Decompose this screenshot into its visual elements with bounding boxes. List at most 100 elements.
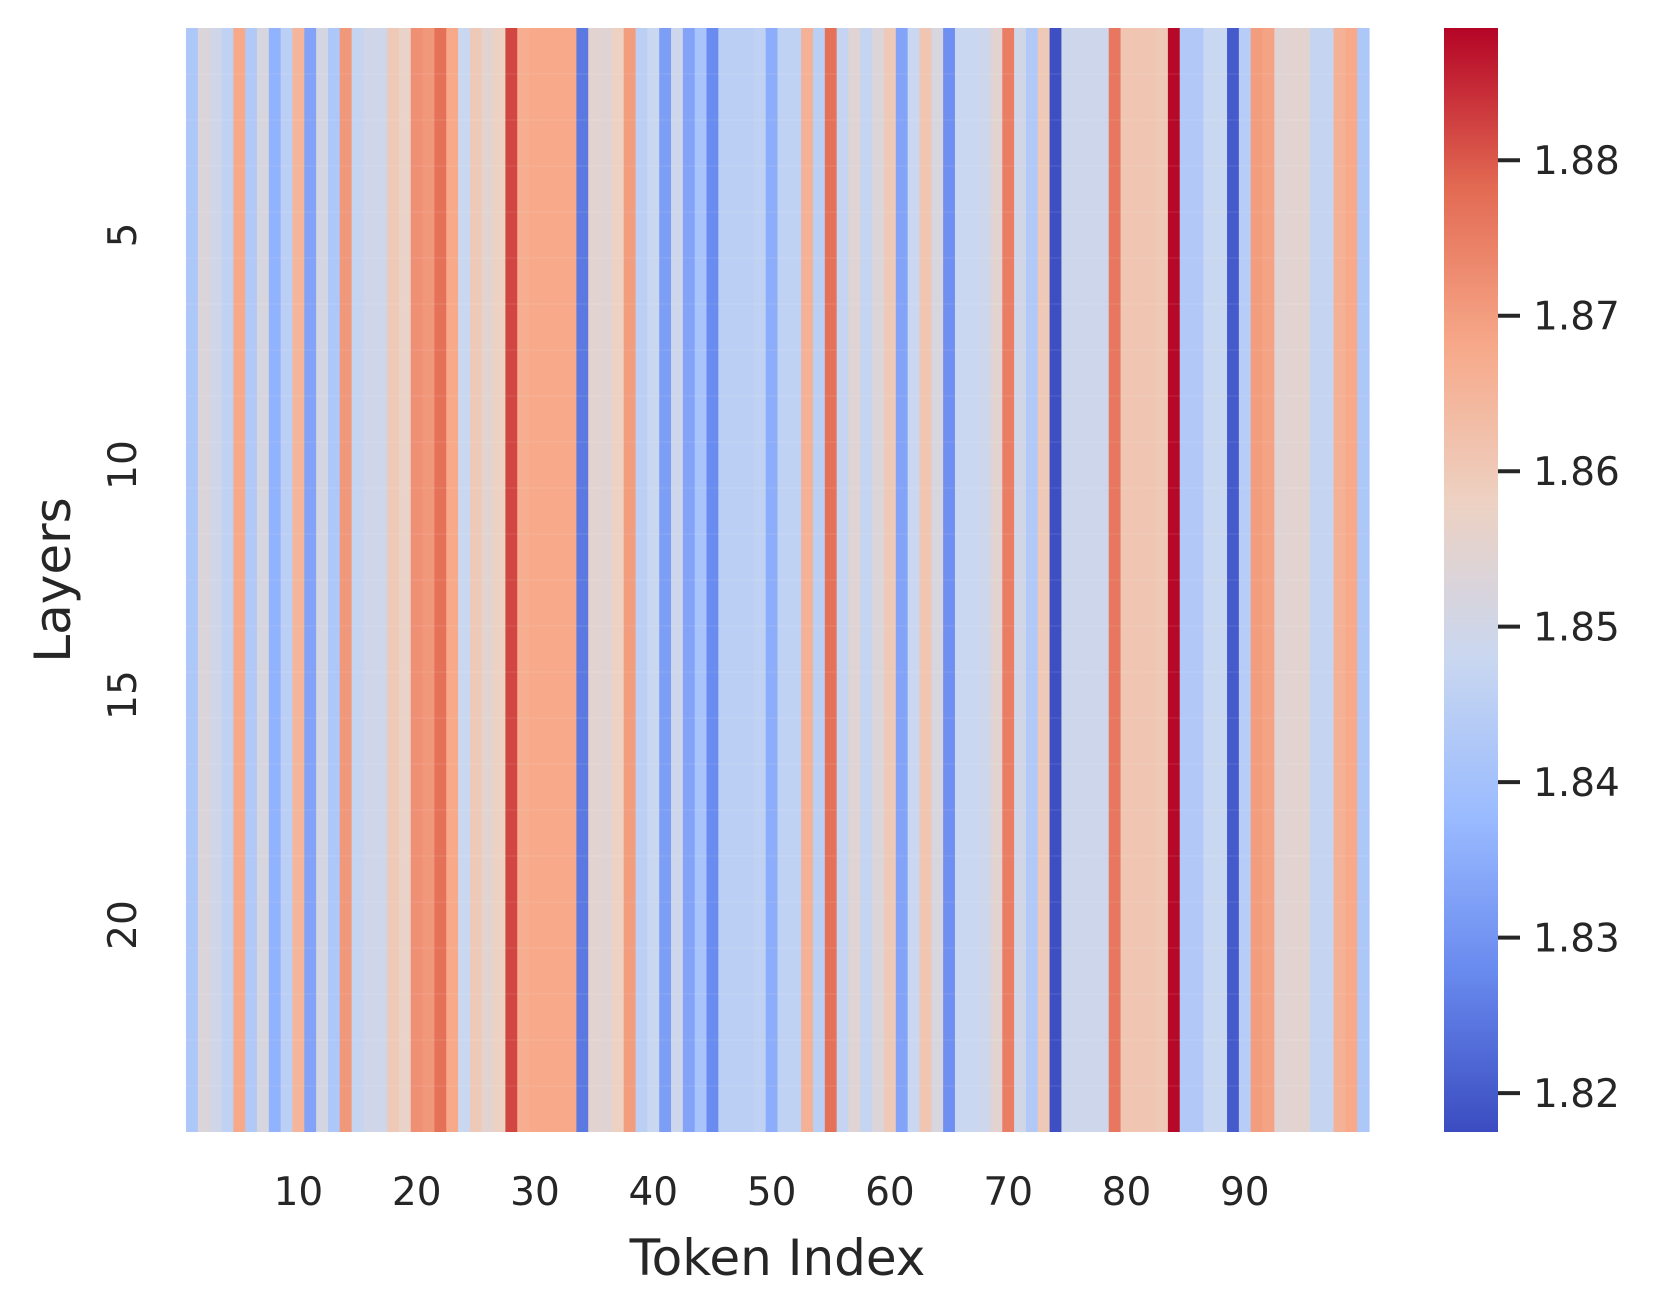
heatmap-column-46	[718, 28, 731, 1132]
heatmap-column-22	[434, 28, 447, 1132]
heatmap-column-26	[481, 28, 495, 1132]
heatmap-column-78	[1096, 28, 1110, 1132]
heatmap-column-28	[505, 28, 518, 1132]
heatmap-column-85	[1179, 28, 1193, 1132]
heatmap-column-8	[268, 28, 282, 1132]
heatmap-column-68	[978, 28, 992, 1132]
x-axis-title: Token Index	[629, 1229, 926, 1287]
y-axis-title: Layers	[24, 497, 82, 662]
heatmap-column-82	[1144, 28, 1157, 1132]
x-tick-label: 40	[628, 1170, 678, 1215]
heatmap-column-13	[327, 28, 341, 1132]
heatmap-column-6	[245, 28, 258, 1132]
x-tick-label: 10	[274, 1170, 324, 1215]
heatmap-column-42	[671, 28, 684, 1132]
heatmap-column-79	[1108, 28, 1122, 1132]
heatmap-column-88	[1215, 28, 1228, 1132]
heatmap-column-40	[647, 28, 660, 1132]
heatmap-column-7	[256, 28, 270, 1132]
heatmap-column-99	[1345, 28, 1358, 1132]
x-tick-label: 80	[1102, 1170, 1152, 1215]
heatmap-column-23	[446, 28, 459, 1132]
heatmap-column-5	[233, 28, 246, 1132]
heatmap-column-92	[1262, 28, 1275, 1132]
colorbar-tick-label: 1.88	[1533, 139, 1620, 184]
heatmap-column-61	[895, 28, 909, 1132]
heatmap-column-71	[1014, 28, 1027, 1132]
heatmap-column-44	[694, 28, 708, 1132]
heatmap-column-3	[209, 28, 223, 1132]
heatmap-column-34	[576, 28, 589, 1132]
heatmap-column-80	[1120, 28, 1133, 1132]
x-tick-label: 70	[983, 1170, 1033, 1215]
heatmap-column-67	[966, 28, 980, 1132]
heatmap-column-65	[943, 28, 956, 1132]
heatmap-column-1	[186, 28, 199, 1132]
x-tick-label: 30	[510, 1170, 560, 1215]
heatmap-column-31	[540, 28, 554, 1132]
heatmap-column-76	[1073, 28, 1086, 1132]
heatmap-column-87	[1203, 28, 1216, 1132]
y-tick-label: 10	[101, 440, 146, 490]
colorbar-tick-label: 1.87	[1533, 295, 1620, 340]
heatmap-column-93	[1274, 28, 1287, 1132]
y-tick-label: 20	[101, 900, 146, 950]
heatmap-column-54	[812, 28, 826, 1132]
heatmap-column-11	[304, 28, 317, 1132]
x-tick-label: 60	[865, 1170, 915, 1215]
heatmap-column-37	[611, 28, 625, 1132]
heatmap-column-50	[765, 28, 779, 1132]
heatmap-column-56	[836, 28, 850, 1132]
heatmap-column-35	[588, 28, 601, 1132]
y-tick-label: 15	[101, 670, 146, 720]
heatmap-column-4	[221, 28, 234, 1132]
colorbar-tick-label: 1.82	[1533, 1072, 1620, 1117]
heatmap-column-94	[1286, 28, 1299, 1132]
heatmap-column-55	[824, 28, 838, 1132]
heatmap-column-38	[623, 28, 637, 1132]
heatmap-column-14	[339, 28, 353, 1132]
x-tick-label: 20	[392, 1170, 442, 1215]
heatmap-column-91	[1250, 28, 1264, 1132]
heatmap-column-27	[493, 28, 507, 1132]
heatmap-column-69	[990, 28, 1003, 1132]
heatmap-column-47	[730, 28, 743, 1132]
colorbar-ticks: 1.82 1.83 1.84 1.85 1.86 1.87 1.88	[1498, 139, 1620, 1117]
heatmap-column-29	[517, 28, 530, 1132]
heatmap-column-81	[1132, 28, 1145, 1132]
colorbar-tick-label: 1.84	[1533, 761, 1620, 806]
heatmap-column-72	[1025, 28, 1039, 1132]
heatmap-column-86	[1191, 28, 1204, 1132]
heatmap-column-9	[280, 28, 294, 1132]
heatmap-column-74	[1049, 28, 1063, 1132]
heatmap-column-77	[1085, 28, 1098, 1132]
heatmap-column-60	[883, 28, 897, 1132]
heatmap-column-36	[600, 28, 613, 1132]
colorbar	[1444, 28, 1498, 1132]
heatmap-column-66	[954, 28, 968, 1132]
heatmap-column-48	[742, 28, 755, 1132]
heatmap-column-62	[907, 28, 921, 1132]
heatmap-column-45	[706, 28, 719, 1132]
heatmap-column-33	[564, 28, 577, 1132]
heatmap-column-16	[363, 28, 376, 1132]
colorbar-tick-label: 1.83	[1533, 917, 1620, 962]
heatmap-column-53	[801, 28, 814, 1132]
y-tick-label: 5	[101, 223, 146, 248]
heatmap-column-2	[197, 28, 211, 1132]
heatmap-column-96	[1309, 28, 1323, 1132]
heatmap-column-25	[469, 28, 483, 1132]
colorbar-tick-label: 1.86	[1533, 450, 1620, 495]
heatmap-column-20	[410, 28, 424, 1132]
heatmap-column-84	[1167, 28, 1181, 1132]
heatmap-column-73	[1037, 28, 1051, 1132]
heatmap-column-12	[316, 28, 329, 1132]
heatmap-column-75	[1061, 28, 1074, 1132]
heatmap-column-64	[931, 28, 944, 1132]
heatmap-column-100	[1357, 28, 1370, 1132]
heatmap-column-17	[375, 28, 388, 1132]
heatmap-column-18	[387, 28, 400, 1132]
heatmap-column-57	[848, 28, 861, 1132]
heatmap-cells	[186, 28, 1370, 1132]
